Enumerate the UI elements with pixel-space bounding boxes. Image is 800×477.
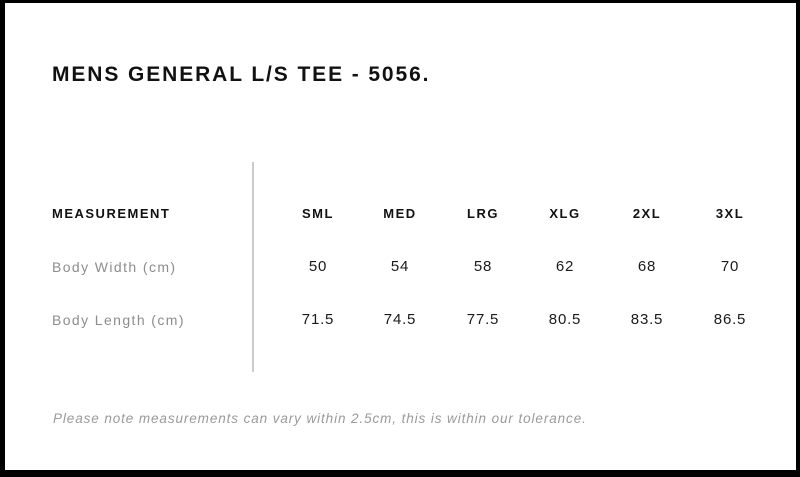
cell-body-length-3xl: 86.5 [713,311,747,328]
column-header-measurement: MEASUREMENT [52,206,171,221]
column-header-3xl: 3XL [715,206,745,221]
cell-body-length-med: 74.5 [383,311,417,328]
cell-body-width-xlg: 62 [555,258,575,275]
cell-body-width-sml: 50 [308,258,328,275]
row-label-body-width: Body Width (cm) [52,259,177,275]
tolerance-note: Please note measurements can vary within… [53,411,587,426]
table-row: Body Width (cm) 50 54 58 62 68 70 [5,256,796,278]
table-header-row: MEASUREMENT SML MED LRG XLG 2XL 3XL [5,203,796,225]
cell-body-width-3xl: 70 [720,258,740,275]
column-header-lrg: LRG [467,206,499,221]
page-title: MENS GENERAL L/S TEE - 5056. [52,63,431,86]
column-header-2xl: 2XL [632,206,662,221]
cell-body-width-med: 54 [390,258,410,275]
row-label-body-length: Body Length (cm) [52,312,185,328]
cell-body-length-lrg: 77.5 [466,311,500,328]
column-header-xlg: XLG [549,206,581,221]
table-row: Body Length (cm) 71.5 74.5 77.5 80.5 83.… [5,309,796,331]
column-divider [252,162,254,372]
cell-body-length-2xl: 83.5 [630,311,664,328]
cell-body-length-sml: 71.5 [301,311,335,328]
column-header-med: MED [383,206,417,221]
cell-body-width-2xl: 68 [637,258,657,275]
column-header-sml: SML [302,206,334,221]
size-chart-card: MENS GENERAL L/S TEE - 5056. MEASUREMENT… [5,3,796,470]
cell-body-length-xlg: 80.5 [548,311,582,328]
cell-body-width-lrg: 58 [473,258,493,275]
